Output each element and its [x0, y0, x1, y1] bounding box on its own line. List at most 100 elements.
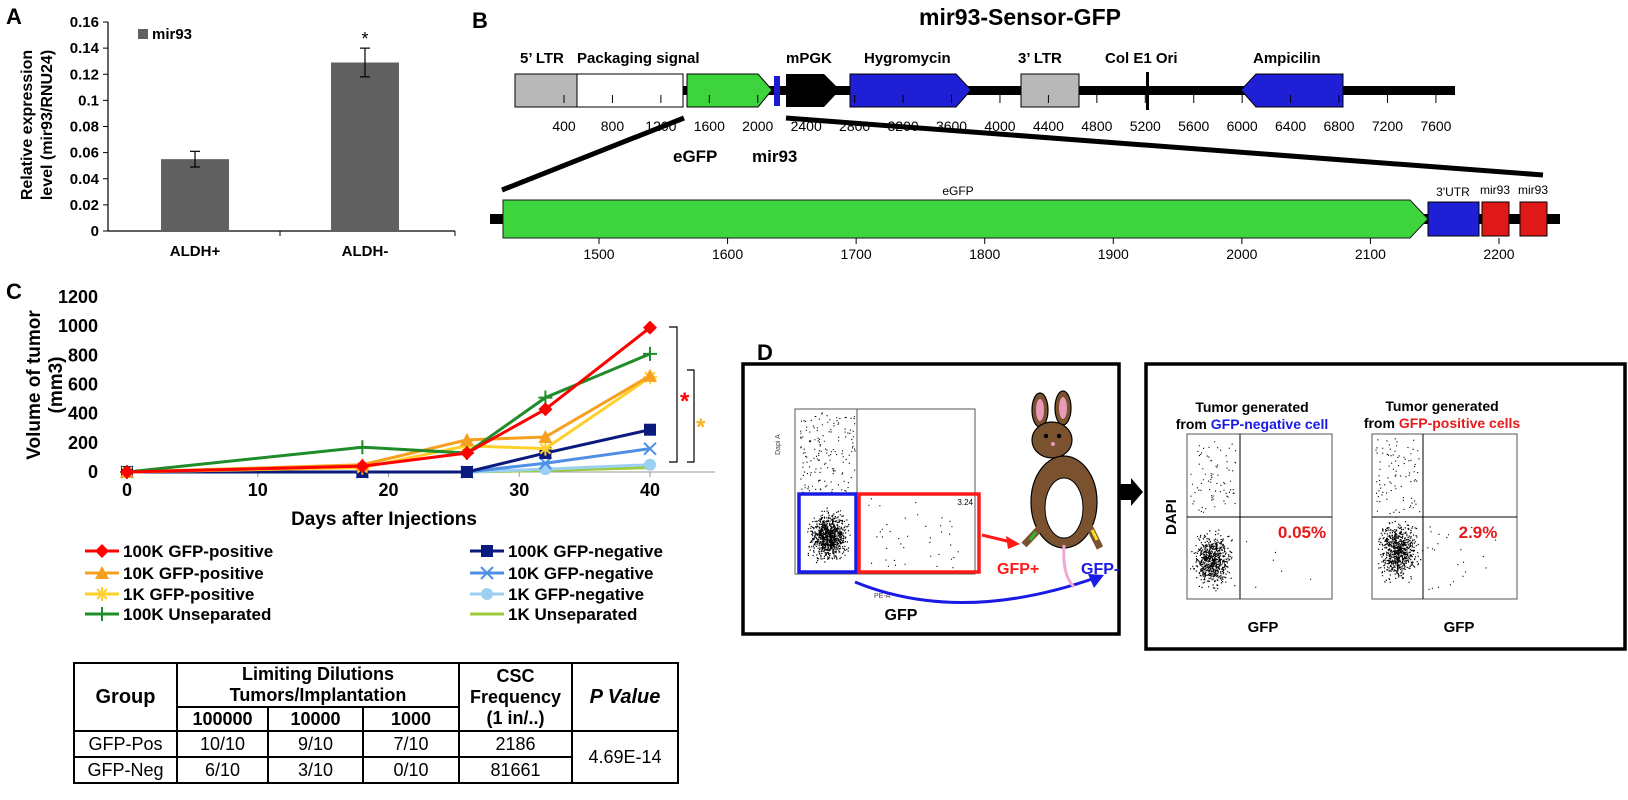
panel-a-category-label: ALDH-: [342, 243, 389, 260]
significance-bracket-outer: [669, 326, 678, 463]
mouse-tail: [1062, 544, 1076, 589]
mouse-leg-left-marker: [1028, 531, 1038, 541]
panel-d-right-box: [1144, 362, 1627, 651]
panel-b-label: B: [472, 8, 488, 33]
table-cell-p-value: 4.69E-14: [571, 730, 679, 784]
top-scale-label: 6400: [1275, 118, 1306, 134]
panel-c-x-tick-label: 40: [640, 480, 660, 500]
panel-c-x-tick-label: 20: [378, 480, 398, 500]
top-scale-label: 6800: [1323, 118, 1354, 134]
egfp-arrow: [686, 73, 773, 108]
panel-c-y-label-line2: (mm3): [46, 356, 67, 413]
gfp-plus-label: GFP+: [997, 561, 1039, 578]
top-label-5ltr: 5’ LTR: [520, 50, 564, 67]
zoom-label-egfp: eGFP: [942, 184, 973, 198]
table-header-dose-1: 100000: [176, 706, 269, 732]
plot2-title-from: from: [1364, 415, 1399, 431]
mouse-inner-ear: [1036, 399, 1044, 421]
panel-c-y-label-line1: Volume of tumor: [24, 310, 45, 460]
gfp-plus-arrowhead: [1006, 536, 1020, 549]
panel-c-label: C: [6, 279, 22, 304]
flow-dots: [1190, 529, 1236, 592]
right-y-axis-label: DAPI: [1163, 499, 1180, 535]
panel-c-y-tick-label: 1200: [58, 287, 98, 307]
top-label-ampicilin: Ampicilin: [1253, 50, 1321, 67]
panel-a-y-tick-label: 0.04: [70, 171, 100, 188]
top-label-cole1: Col E1 Ori: [1105, 50, 1178, 67]
table-header-dose-2: 10000: [267, 706, 364, 732]
bottom-label-mir93: mir93: [752, 147, 797, 166]
legend-label: 1K GFP-negative: [508, 585, 644, 604]
plot1-title-line2: from GFP-negative cell: [1176, 416, 1328, 432]
table-row: GFP-Pos 10/10 9/10 7/10 2186 4.69E-14: [73, 730, 679, 784]
gfp-minus-arrow: [854, 576, 1096, 604]
top-scale-label: 400: [552, 118, 576, 134]
ltr3-segment: [1020, 73, 1080, 108]
legend-label: 100K Unseparated: [123, 605, 271, 624]
top-label-3ltr: 3’ LTR: [1018, 50, 1062, 67]
zoom-scale-label: 2000: [1226, 246, 1257, 262]
panel-c-y-tick-label: 800: [68, 345, 98, 365]
top-scale-label: 2000: [742, 118, 773, 134]
table-cell-group: GFP-Neg: [73, 756, 178, 784]
data-point: [643, 441, 657, 456]
gate-value: 3.24: [957, 498, 973, 507]
data-point: [643, 346, 657, 361]
panel-c-x-tick-label: 0: [122, 480, 132, 500]
plot2-xlabel: GFP: [1444, 619, 1475, 636]
data-point: [643, 368, 657, 382]
zoom-label-mir93-1: mir93: [1480, 183, 1510, 197]
top-scale-label: 4000: [984, 118, 1015, 134]
panel-c-x-tick-label: 10: [248, 480, 268, 500]
data-point: [644, 458, 656, 471]
panel-c-x-axis-label: Days after Injections: [291, 509, 477, 530]
legend-label: 100K GFP-positive: [123, 542, 273, 561]
data-point: [538, 402, 553, 417]
mouse-belly: [1044, 477, 1084, 539]
table-header-csc: CSC Frequency (1 in/..): [458, 662, 573, 732]
table-header-csc-line3: (1 in/..): [486, 707, 545, 728]
mpgk-arrow: [786, 74, 840, 107]
legend-marker: [95, 607, 109, 621]
panel-a-bar-chart: Relative expression level (mir93/RNU24) …: [19, 14, 456, 260]
table-cell: 9/10: [267, 730, 364, 758]
mouse-illustration: [1021, 390, 1104, 589]
data-point: [355, 459, 370, 474]
bar-ALDH-: [331, 62, 399, 232]
panel-c-y-tick-label: 1000: [58, 316, 98, 336]
legend-marker: [481, 545, 493, 557]
zoom-scale-label: 1600: [712, 246, 743, 262]
top-scale-label: 4800: [1081, 118, 1112, 134]
panel-c-y-axis-label: Volume of tumor (mm3): [24, 310, 67, 460]
legend-label: 100K GFP-negative: [508, 542, 663, 561]
zoom-3utr-segment: [1427, 201, 1480, 237]
panel-c-x-tick-label: 30: [509, 480, 529, 500]
zoom-line-left: [501, 115, 685, 193]
zoom-scale-label: 2100: [1355, 246, 1386, 262]
data-point: [644, 423, 656, 436]
legend-marker: [95, 544, 109, 558]
connector-arrow-shaft: [1120, 484, 1131, 500]
col-e1-ori-mark: [1146, 72, 1149, 110]
zoom-line-right: [785, 115, 1544, 178]
plot2-value: 2.9%: [1459, 523, 1498, 542]
ltr5-segment: [514, 73, 578, 108]
legend-marker: [95, 566, 109, 579]
table-cell-freq: 81661: [458, 756, 573, 784]
zoom-label-3utr: 3'UTR: [1436, 185, 1470, 199]
gfp-minus-arrowhead: [1088, 574, 1104, 588]
panel-c-y-tick-label: 400: [68, 404, 98, 424]
hygromycin-arrow: [849, 73, 972, 108]
panel-a-y-axis-label: Relative expression level (mir93/RNU24): [19, 50, 56, 200]
significance-bracket-inner: [687, 369, 695, 463]
panel-b-title: mir93-Sensor-GFP: [919, 4, 1121, 30]
sorting-plot-frame: [794, 408, 976, 575]
data-point: [538, 430, 553, 444]
legend-label: 1K GFP-positive: [123, 585, 254, 604]
table-header-group: Group: [73, 662, 178, 732]
panel-c-line-chart: Volume of tumor (mm3) 020040060080010001…: [24, 287, 715, 624]
zoom-label-mir93-2: mir93: [1518, 183, 1548, 197]
plot2-title-cells: GFP-positive cells: [1399, 415, 1521, 431]
gfp-positive-gate: [857, 492, 981, 574]
panel-a-y-label-line2: level (mir93/RNU24): [39, 50, 56, 200]
